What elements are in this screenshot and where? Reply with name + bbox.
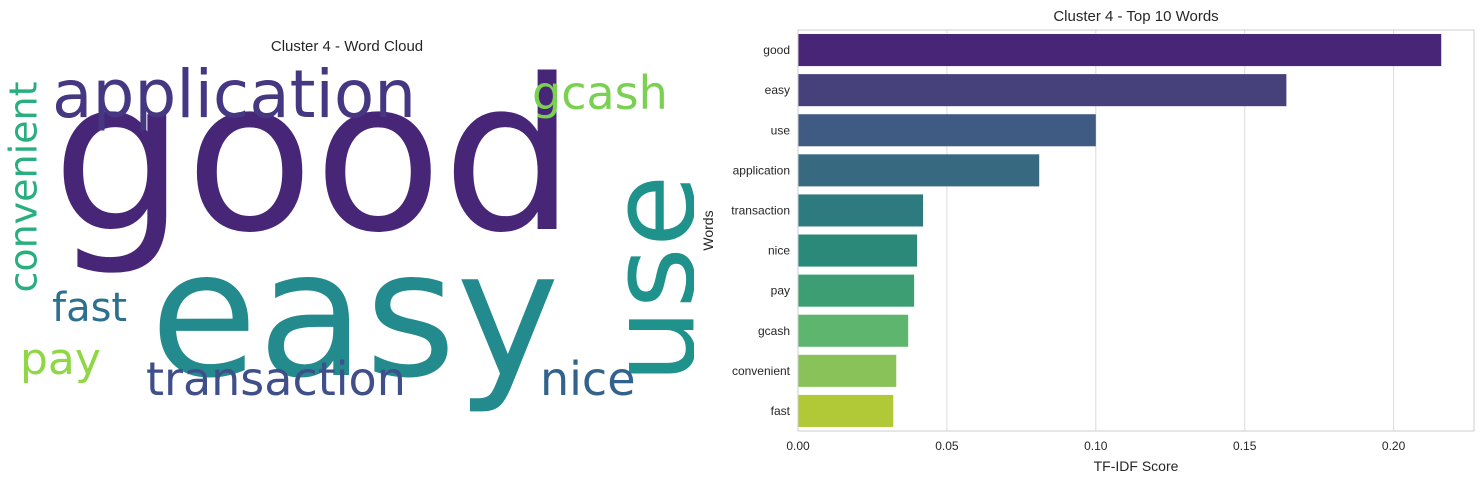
y-tick-label: use bbox=[771, 123, 791, 137]
word-good: good bbox=[52, 60, 576, 279]
y-axis-label: Words bbox=[700, 210, 716, 250]
y-tick-label: nice bbox=[768, 244, 790, 258]
word-nice: nice bbox=[540, 352, 636, 406]
y-tick-label: gcash bbox=[758, 324, 790, 338]
x-tick-label: 0.00 bbox=[786, 439, 810, 453]
word-cloud: good easy use application gcash convenie… bbox=[0, 60, 694, 440]
wordcloud-title: Cluster 4 - Word Cloud bbox=[270, 38, 424, 55]
word-easy: easy bbox=[150, 214, 560, 417]
bar-easy bbox=[798, 74, 1287, 107]
x-tick-label: 0.20 bbox=[1382, 439, 1406, 453]
x-tick-labels: 0.00 0.05 0.10 0.15 0.20 bbox=[786, 439, 1405, 453]
x-tick-label: 0.05 bbox=[935, 439, 959, 453]
y-tick-labels: good easy use application transaction nice pay… bbox=[731, 43, 790, 418]
bars bbox=[798, 34, 1442, 427]
x-axis-label: TF-IDF Score bbox=[1094, 458, 1179, 474]
y-tick-label: easy bbox=[765, 83, 790, 97]
bar-pay bbox=[798, 274, 915, 307]
x-tick-label: 0.15 bbox=[1233, 439, 1257, 453]
word-application: application bbox=[52, 60, 417, 133]
bar-transaction bbox=[798, 194, 924, 227]
bar-good bbox=[798, 34, 1442, 67]
y-tick-label: fast bbox=[771, 404, 791, 418]
bar-chart-title: Cluster 4 - Top 10 Words bbox=[1053, 8, 1219, 25]
x-tick-label: 0.10 bbox=[1084, 439, 1108, 453]
plot-border bbox=[797, 29, 1475, 432]
word-fast: fast bbox=[52, 285, 128, 331]
y-tick-label: transaction bbox=[731, 203, 790, 217]
word-transaction: transaction bbox=[146, 352, 406, 406]
bar-application bbox=[798, 154, 1040, 187]
plot-frame bbox=[797, 29, 1475, 432]
y-tick-label: convenient bbox=[732, 364, 791, 378]
word-gcash: gcash bbox=[532, 66, 668, 120]
bar-fast bbox=[798, 394, 894, 427]
y-tick-label: good bbox=[763, 43, 790, 57]
bar-use bbox=[798, 114, 1096, 147]
bar-convenient bbox=[798, 354, 897, 387]
bar-nice bbox=[798, 234, 918, 267]
bar-gcash bbox=[798, 314, 909, 347]
y-tick-label: pay bbox=[771, 284, 790, 298]
y-tick-label: application bbox=[733, 163, 790, 177]
word-pay: pay bbox=[20, 334, 101, 385]
